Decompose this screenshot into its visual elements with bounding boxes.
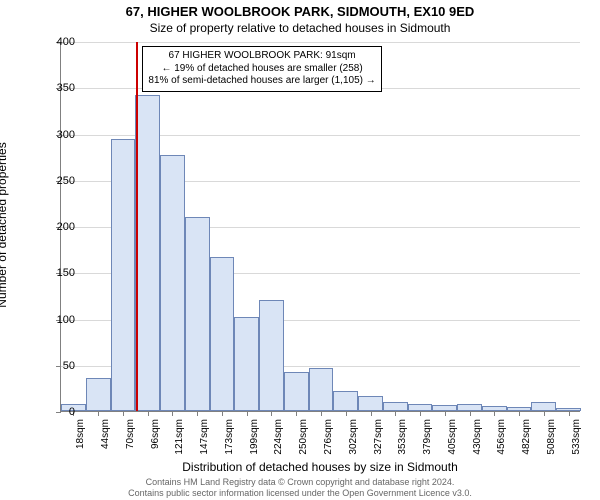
histogram-bar — [383, 402, 408, 411]
x-tick — [321, 411, 322, 416]
histogram-bar — [531, 402, 556, 411]
annotation-line: 81% of semi-detached houses are larger (… — [148, 75, 375, 88]
x-tick-label: 482sqm — [521, 419, 532, 479]
x-tick — [271, 411, 272, 416]
x-tick — [544, 411, 545, 416]
x-tick-label: 533sqm — [571, 419, 582, 479]
y-tick-label: 350 — [35, 82, 75, 94]
footer-line-2: Contains public sector information licen… — [0, 488, 600, 498]
x-tick — [197, 411, 198, 416]
y-tick-label: 400 — [35, 36, 75, 48]
annotation-box: 67 HIGHER WOOLBROOK PARK: 91sqm← 19% of … — [142, 46, 381, 92]
x-tick — [445, 411, 446, 416]
y-tick-label: 200 — [35, 221, 75, 233]
y-tick-label: 300 — [35, 129, 75, 141]
x-tick-label: 379sqm — [422, 419, 433, 479]
x-tick — [296, 411, 297, 416]
histogram-bar — [333, 391, 358, 411]
x-tick-label: 121sqm — [174, 419, 185, 479]
x-tick-label: 430sqm — [472, 419, 483, 479]
x-tick-label: 327sqm — [373, 419, 384, 479]
annotation-line: 67 HIGHER WOOLBROOK PARK: 91sqm — [148, 50, 375, 63]
chart-subtitle: Size of property relative to detached ho… — [0, 21, 600, 35]
x-tick — [470, 411, 471, 416]
x-tick — [222, 411, 223, 416]
gridline — [61, 42, 580, 43]
y-tick-label: 100 — [35, 314, 75, 326]
y-axis-title: Number of detached properties — [0, 142, 9, 307]
x-tick-label: 405sqm — [447, 419, 458, 479]
x-tick-label: 508sqm — [546, 419, 557, 479]
histogram-bar — [160, 155, 185, 411]
x-tick-label: 44sqm — [100, 419, 111, 479]
x-tick-label: 250sqm — [298, 419, 309, 479]
histogram-bar — [135, 95, 160, 411]
annotation-line: ← 19% of detached houses are smaller (25… — [148, 63, 375, 76]
property-marker-line — [136, 42, 138, 411]
x-tick-label: 302sqm — [348, 419, 359, 479]
y-tick-label: 250 — [35, 175, 75, 187]
x-tick-label: 224sqm — [273, 419, 284, 479]
histogram-bar — [284, 372, 309, 411]
x-tick — [98, 411, 99, 416]
x-tick — [123, 411, 124, 416]
histogram-bar — [111, 139, 136, 411]
x-tick-label: 353sqm — [397, 419, 408, 479]
x-tick — [569, 411, 570, 416]
histogram-bar — [86, 378, 111, 411]
histogram-bar — [408, 404, 433, 411]
histogram-bar — [457, 404, 482, 411]
x-tick — [371, 411, 372, 416]
histogram-bar — [259, 300, 284, 411]
x-tick-label: 173sqm — [224, 419, 235, 479]
x-tick — [346, 411, 347, 416]
histogram-bar — [185, 217, 210, 411]
histogram-bar — [210, 257, 235, 411]
histogram-bar — [234, 317, 259, 411]
x-tick — [519, 411, 520, 416]
x-tick — [148, 411, 149, 416]
x-tick-label: 199sqm — [249, 419, 260, 479]
x-tick — [247, 411, 248, 416]
histogram-bar — [358, 396, 383, 411]
histogram-chart: 67, HIGHER WOOLBROOK PARK, SIDMOUTH, EX1… — [0, 0, 600, 500]
x-tick-label: 276sqm — [323, 419, 334, 479]
x-tick-label: 18sqm — [75, 419, 86, 479]
y-tick-label: 150 — [35, 267, 75, 279]
x-tick-label: 96sqm — [150, 419, 161, 479]
x-tick-label: 147sqm — [199, 419, 210, 479]
x-tick-label: 456sqm — [496, 419, 507, 479]
x-tick — [395, 411, 396, 416]
x-tick — [420, 411, 421, 416]
footer-attribution: Contains HM Land Registry data © Crown c… — [0, 477, 600, 498]
chart-title: 67, HIGHER WOOLBROOK PARK, SIDMOUTH, EX1… — [0, 4, 600, 19]
x-tick — [494, 411, 495, 416]
x-tick-label: 70sqm — [125, 419, 136, 479]
y-tick-label: 0 — [35, 406, 75, 418]
y-tick-label: 50 — [35, 360, 75, 372]
plot-area: 67 HIGHER WOOLBROOK PARK: 91sqm← 19% of … — [60, 42, 580, 412]
histogram-bar — [309, 368, 334, 411]
x-tick — [172, 411, 173, 416]
